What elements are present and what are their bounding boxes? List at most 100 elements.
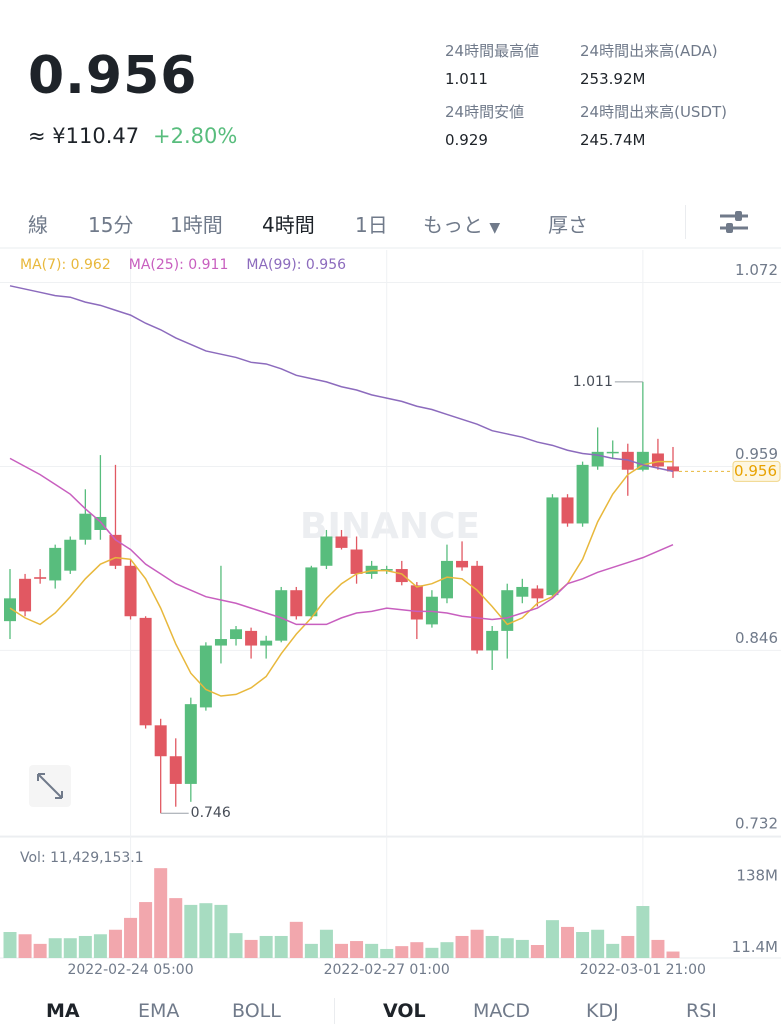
volume-bar <box>78 935 92 958</box>
candle-body <box>139 617 152 726</box>
high-label: 1.011 <box>573 374 613 390</box>
volume-bar <box>636 906 650 958</box>
y-tick-label: 0.959 <box>735 445 778 463</box>
volume-bar <box>108 929 122 958</box>
candle-body <box>667 466 679 472</box>
tab[interactable]: 1時間 <box>170 213 223 237</box>
volume-bar <box>335 943 348 958</box>
stat-value: 1.011 <box>445 70 488 88</box>
volume-bar <box>561 926 575 958</box>
candle-body <box>230 629 243 640</box>
volume-bar <box>3 932 17 958</box>
expand-icon[interactable] <box>29 765 71 807</box>
tab[interactable]: 厚さ <box>548 213 588 237</box>
candle-body <box>214 639 227 646</box>
candle-body <box>440 560 453 599</box>
volume-bar <box>214 904 228 958</box>
indicator-tab[interactable]: EMA <box>138 1000 180 1022</box>
low-label: 0.746 <box>191 805 231 821</box>
volume-bar <box>139 902 153 958</box>
tab[interactable]: もっと ▼ <box>423 213 501 237</box>
candle-body <box>184 704 197 784</box>
volume-bar <box>154 868 168 958</box>
volume-bar <box>289 921 303 958</box>
ma-line <box>9 285 674 473</box>
volume-bar <box>425 947 439 958</box>
indicator-tab[interactable]: KDJ <box>586 1000 619 1022</box>
volume-bar <box>33 943 47 958</box>
candle-body <box>49 547 62 581</box>
x-tick-label: 2022-02-24 05:00 <box>67 962 193 978</box>
volume-bar <box>410 942 424 958</box>
stat-label: 24時間最高値 <box>445 42 540 60</box>
legend-entry: MA(25): 0.911 <box>129 257 229 273</box>
candle-body <box>456 560 469 568</box>
candle-body <box>199 645 212 708</box>
tab[interactable]: 線 <box>28 213 48 237</box>
candle-body <box>531 588 544 599</box>
tab-text: もっと <box>423 213 483 237</box>
candle-body <box>305 567 318 617</box>
volume-bar <box>455 935 469 958</box>
candle-body <box>471 565 484 651</box>
volume-bar <box>199 903 213 958</box>
volume-bar <box>259 935 273 958</box>
candle-body <box>516 586 529 597</box>
volume-bar <box>124 917 138 958</box>
candle-body <box>79 513 92 540</box>
tab-active[interactable]: 4時間 <box>262 213 315 237</box>
tab[interactable]: 15分 <box>88 213 134 237</box>
y-tick-label: 0.846 <box>735 629 778 647</box>
volume-bar <box>530 945 544 958</box>
last-price: 0.956 <box>28 46 198 106</box>
candle-body <box>19 578 32 612</box>
volume-bar <box>184 904 198 958</box>
candle-body <box>275 590 288 641</box>
indicator-tab[interactable]: VOL <box>383 1000 426 1022</box>
x-tick-label: 2022-03-01 21:00 <box>580 962 706 978</box>
chart: BINANCE Vol: 11,429,153.1 1.0720.9590.84… <box>0 247 781 978</box>
candle-body <box>561 497 574 524</box>
y-tick-label: 138M <box>736 867 778 885</box>
volume-bar <box>606 943 620 958</box>
tab[interactable]: 1日 <box>355 213 388 237</box>
indicator-tab[interactable]: MACD <box>473 1000 530 1022</box>
volume-bar <box>666 951 680 958</box>
volume-bar <box>244 939 258 958</box>
volume-bar <box>63 938 77 958</box>
divider <box>334 998 335 1024</box>
volume-bar <box>591 929 605 958</box>
candle-body <box>365 565 378 574</box>
candle-body <box>651 453 664 467</box>
indicator-tab[interactable]: RSI <box>686 1000 717 1022</box>
candle-body <box>486 630 499 651</box>
candle-body <box>124 565 137 617</box>
indicator-tab[interactable]: BOLL <box>232 1000 281 1022</box>
volume-bar <box>365 943 379 958</box>
legend-entry: MA(7): 0.962 <box>20 257 111 273</box>
settings-icon[interactable] <box>718 207 750 237</box>
candle-body <box>290 590 303 617</box>
candle-body <box>395 569 408 583</box>
volume-bar <box>515 939 529 958</box>
price-tag <box>732 460 781 482</box>
volume-bar <box>621 935 635 958</box>
candle-body <box>169 756 182 784</box>
stat-value: 0.929 <box>445 131 488 149</box>
divider <box>685 205 686 239</box>
volume-bar <box>93 934 107 958</box>
indicator-tab[interactable]: MA <box>46 1000 80 1022</box>
volume-bar <box>380 948 394 958</box>
candle-body <box>350 549 363 574</box>
candle-body <box>154 725 167 757</box>
volume-bar <box>470 929 484 958</box>
volume-bar <box>229 933 243 958</box>
volume-bar <box>485 935 499 958</box>
candle-body <box>380 569 393 571</box>
candle-body <box>606 451 619 454</box>
candle-body <box>621 451 634 470</box>
candle-body <box>546 497 559 596</box>
candle-body <box>245 630 258 646</box>
y-tick-label: 1.072 <box>735 261 778 279</box>
fiat-price: ≈ ¥110.47 <box>28 124 140 148</box>
